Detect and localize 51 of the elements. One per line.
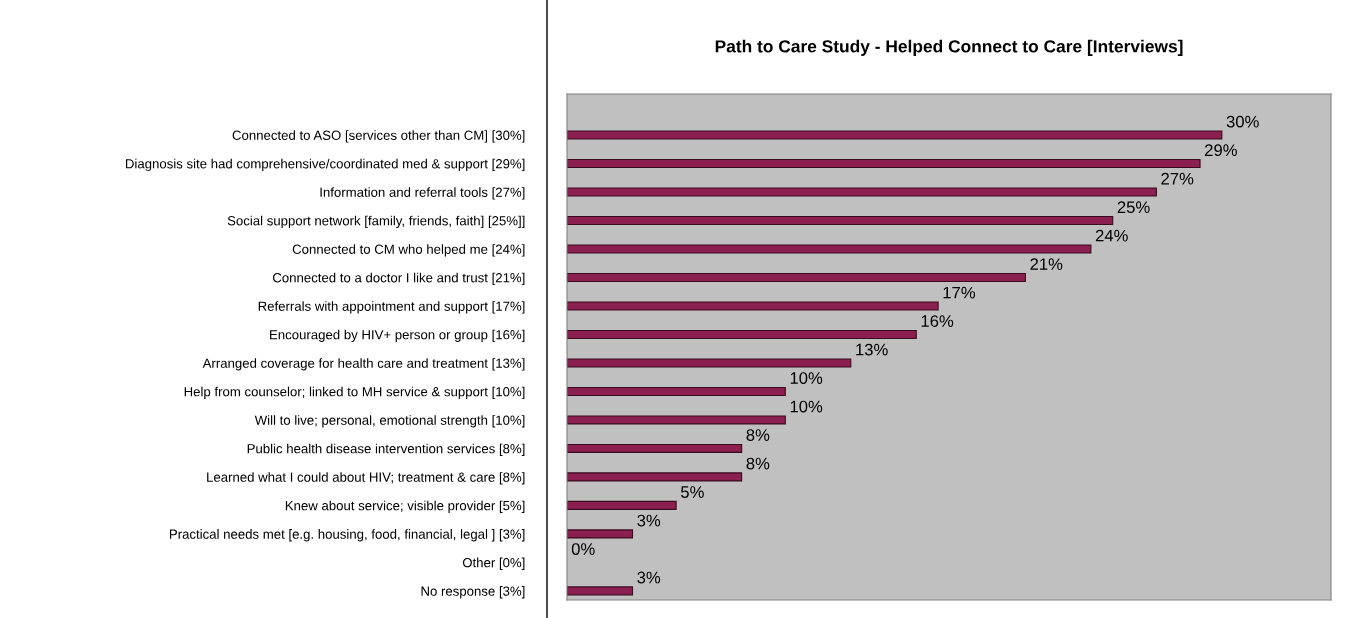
bar	[567, 301, 939, 311]
data-label: 10%	[790, 372, 823, 384]
y-tick-label: Will to live; personal, emotional strength [10%]	[254, 415, 525, 428]
y-tick-label: Connected to CM who helped me [24%]	[292, 244, 525, 257]
data-label: 8%	[746, 457, 770, 470]
y-tick-label: Connected to ASO [services other than CM] [30%]	[232, 130, 525, 143]
bar	[567, 500, 677, 510]
bar	[567, 244, 1092, 254]
data-label: 0%	[571, 543, 595, 555]
bar	[567, 586, 634, 596]
bar	[567, 215, 1114, 226]
data-label: 8%	[746, 429, 770, 441]
data-label: 29%	[1205, 144, 1237, 157]
data-label: 5%	[680, 486, 704, 498]
bar	[567, 415, 786, 425]
data-label: 16%	[921, 315, 954, 327]
chart-title: Path to Care Study - Helped Connect to Care [Interviews]	[715, 39, 1183, 56]
bar	[567, 472, 743, 482]
data-label: 27%	[1161, 172, 1194, 185]
bar	[567, 187, 1157, 197]
y-tick-label: Connected to a doctor I like and trust [21%]	[272, 272, 525, 285]
y-tick-label: Help from counselor; linked to MH service & support [10%]	[184, 386, 525, 399]
bar	[567, 329, 917, 340]
y-tick-label: Referrals with appointment and support [17%]	[258, 301, 525, 314]
y-tick-label: Information and referral tools [27%]	[320, 187, 525, 200]
data-label: 3%	[637, 571, 661, 584]
y-tick-label: No response [3%]	[421, 586, 525, 599]
bar	[567, 443, 743, 453]
data-label: 13%	[856, 343, 888, 356]
bar	[567, 529, 634, 539]
y-tick-label: Public health disease intervention services [8%]	[247, 443, 525, 456]
data-label: 25%	[1117, 201, 1150, 214]
y-tick-label: Social support network [family, friends, faith] [25%]]	[227, 215, 525, 229]
bar	[567, 158, 1201, 169]
data-label: 21%	[1030, 258, 1063, 270]
y-tick-label: Learned what I could about HIV; treatment & care [8%]	[207, 472, 525, 485]
bar	[567, 130, 1223, 140]
y-tick-label: Practical needs met [e.g. housing, food, financial, legal ] [3%]	[169, 529, 525, 542]
data-label: 3%	[637, 514, 661, 527]
y-tick-label: Other [0%]	[462, 557, 525, 570]
data-label: 24%	[1095, 229, 1128, 242]
data-label: 30%	[1226, 115, 1259, 128]
data-label: 17%	[943, 286, 976, 299]
y-tick-label: Diagnosis site had comprehensive/coordinated med & support [29%]	[125, 158, 525, 172]
y-tick-label: Arranged coverage for health care and treatment [13%]	[202, 358, 525, 371]
bar	[567, 272, 1026, 283]
data-label: 10%	[790, 400, 823, 413]
bar	[567, 386, 786, 396]
y-tick-label: Encouraged by HIV+ person or group [16%]	[270, 329, 525, 342]
y-tick-label: Knew about service; visible provider [5%]	[285, 500, 525, 513]
bar	[567, 358, 852, 368]
